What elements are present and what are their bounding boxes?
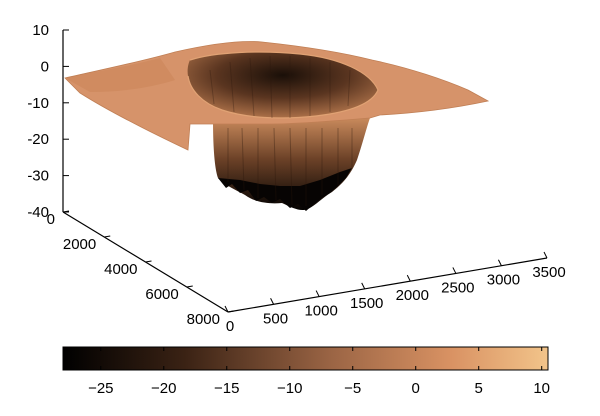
colorbar-tick-label: 5	[475, 380, 483, 397]
pit-opening	[187, 52, 378, 118]
y-tick-mark	[186, 285, 193, 288]
colorbar-tick-label: −10	[277, 380, 302, 397]
x-tick-label: 500	[263, 310, 288, 327]
z-tick-label: 0	[41, 58, 49, 75]
z-tick-label: -10	[27, 95, 49, 112]
z-ticks: 10 0 -10 -20 -30 -40	[27, 22, 69, 221]
z-tick-label: -30	[27, 168, 49, 185]
y-tick-label: 8000	[187, 311, 220, 328]
z-tick-label: -40	[27, 204, 49, 221]
x-tick-mark	[406, 274, 411, 282]
pit-jagged-bottom	[218, 168, 352, 211]
y-ticks: 0 2000 4000 6000 8000	[47, 210, 235, 328]
pit-rim	[187, 51, 379, 119]
pit-inner-streaks	[209, 55, 351, 119]
z-tick-label: -20	[27, 131, 49, 148]
colorbar-ticks: −25 −20 −15 −10 −5 0 5 10	[88, 347, 550, 397]
y-tick-label: 2000	[63, 236, 96, 253]
colorbar: −25 −20 −15 −10 −5 0 5 10	[62, 346, 550, 397]
plane-shading	[65, 58, 175, 92]
colorbar-tick-label: −5	[344, 380, 361, 397]
colorbar-gradient	[62, 346, 549, 371]
x-tick-mark	[361, 282, 366, 290]
colorbar-tick-label: −20	[151, 380, 176, 397]
y-tick-mark	[62, 210, 70, 213]
colorbar-tick-label: −25	[88, 380, 113, 397]
colorbar-tick-label: 10	[533, 380, 550, 397]
pit-streaks	[227, 127, 353, 206]
x-tick-mark	[497, 259, 502, 266]
y-tick-mark	[227, 310, 235, 313]
x-tick-mark	[452, 267, 457, 274]
y-tick-mark	[104, 235, 111, 238]
x-tick-label: 0	[226, 318, 234, 335]
x-tick-label: 1000	[304, 303, 337, 320]
x-tick-label: 2500	[441, 279, 474, 296]
x-tick-label: 1500	[350, 295, 383, 312]
colorbar-tick-label: −15	[214, 380, 239, 397]
x-ticks: 0 500 1000 1500 2000 2500 3000 3500	[224, 251, 566, 335]
colorbar-tick-label: 0	[412, 380, 420, 397]
x-tick-label: 3000	[487, 272, 520, 289]
z-tick-label: 10	[32, 22, 49, 39]
y-tick-label: 0	[47, 211, 55, 228]
y-tick-mark	[145, 260, 152, 263]
surface-plot	[64, 41, 490, 211]
x-tick-mark	[270, 298, 275, 305]
x-tick-mark	[315, 290, 320, 297]
y-tick-label: 6000	[145, 286, 178, 303]
y-tick-label: 4000	[104, 261, 137, 278]
x-tick-label: 3500	[532, 264, 565, 281]
x-tick-mark	[224, 305, 229, 313]
x-tick-mark	[543, 251, 548, 259]
x-tick-label: 2000	[396, 287, 429, 304]
x-axis-line	[227, 257, 548, 313]
